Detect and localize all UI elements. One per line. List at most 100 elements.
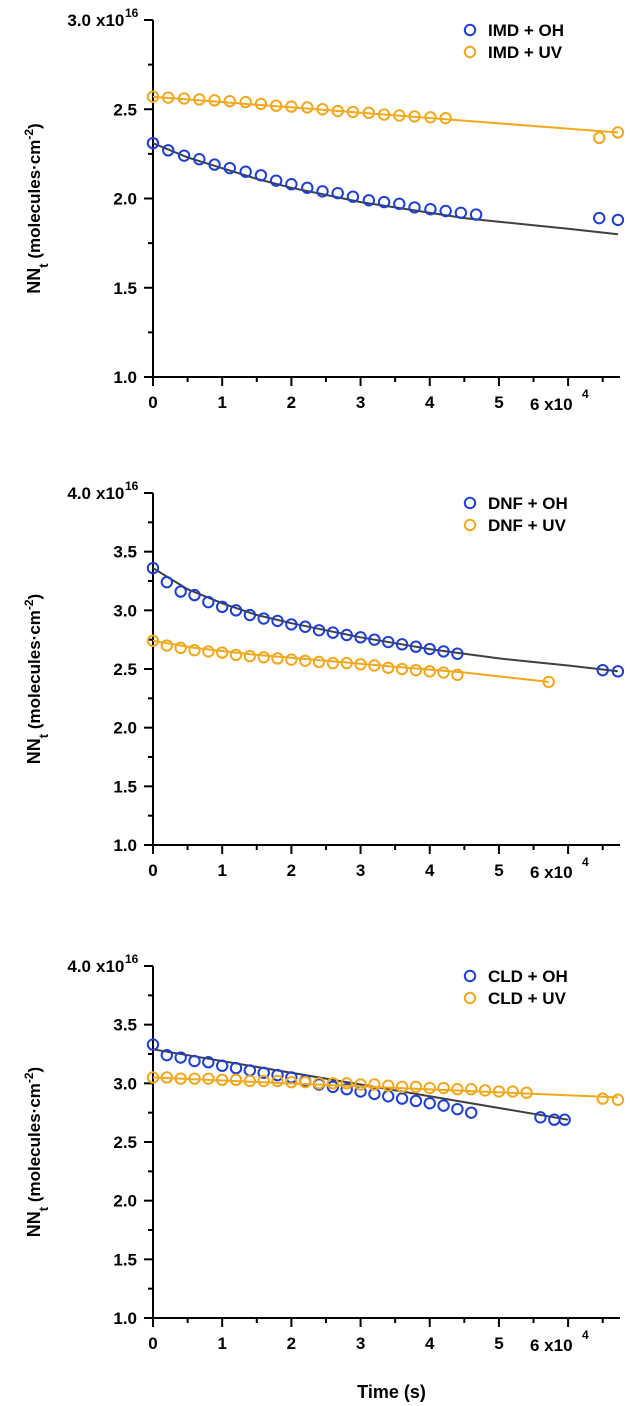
- legend-label: IMD + UV: [488, 43, 563, 62]
- data-point: [215, 1059, 229, 1072]
- data-point: [174, 1051, 187, 1064]
- data-point: [243, 1064, 257, 1077]
- data-point: [239, 95, 252, 109]
- y-axis-title-part: (molecules·cm: [25, 1083, 44, 1207]
- data-point: [229, 648, 243, 662]
- x-tick-label: 2: [287, 393, 296, 412]
- y-tick-label: 1.5: [113, 1250, 137, 1269]
- data-point: [409, 1080, 423, 1094]
- legend-marker: [463, 23, 477, 37]
- data-point: [271, 652, 284, 665]
- data-point: [202, 595, 215, 609]
- data-point: [362, 106, 376, 120]
- y-axis-title: NNt (molecules·cm-2): [22, 594, 51, 764]
- y-multiplier: x10: [96, 957, 124, 976]
- data-point: [162, 144, 175, 157]
- legend-marker: [463, 496, 477, 510]
- data-point: [301, 101, 314, 114]
- data-point: [409, 640, 423, 653]
- data-point: [326, 1080, 340, 1094]
- data-point: [439, 111, 452, 125]
- data-point: [229, 604, 243, 617]
- y-axis-title-part: ): [25, 123, 44, 129]
- data-point: [354, 1078, 367, 1091]
- data-point: [146, 1038, 160, 1051]
- y-axis-title-part: t: [36, 263, 51, 268]
- data-point: [423, 642, 436, 656]
- data-point: [312, 1077, 326, 1090]
- data-point: [409, 1094, 423, 1108]
- data-point: [382, 1079, 395, 1092]
- data-point: [611, 665, 625, 678]
- data-point: [223, 161, 236, 175]
- x-multiplier-exponent: 4: [582, 1328, 589, 1342]
- data-point: [239, 165, 252, 178]
- y-axis-title-part: -2: [22, 599, 36, 610]
- data-point: [558, 1113, 571, 1126]
- data-point: [208, 94, 221, 107]
- legend-label: DNF + UV: [488, 516, 567, 535]
- data-point: [254, 97, 268, 111]
- data-point: [188, 588, 201, 602]
- x-tick-label: 2: [287, 1334, 296, 1353]
- x-tick-label: 1: [217, 1334, 226, 1353]
- data-point: [451, 668, 464, 682]
- x-tick-label: 4: [425, 393, 435, 412]
- y-tick-label: 2.0: [113, 719, 137, 738]
- data-point: [257, 1066, 270, 1079]
- x-tick-label: 0: [148, 1334, 157, 1353]
- x-multiplier: 6 x10: [530, 863, 573, 882]
- y-tick-label: 1.0: [113, 368, 137, 387]
- data-point: [506, 1085, 519, 1098]
- data-point: [368, 1078, 381, 1091]
- data-point: [285, 100, 298, 113]
- data-point: [542, 675, 555, 689]
- data-point: [160, 1071, 174, 1084]
- y-axis-title-part: NN: [24, 268, 44, 294]
- data-point: [395, 1080, 409, 1094]
- data-point: [208, 158, 221, 171]
- data-point: [188, 1072, 201, 1085]
- fit-line-1: [152, 567, 619, 673]
- y-axis-title-part: (molecules·cm: [25, 610, 44, 734]
- data-point: [423, 1081, 436, 1095]
- y-multiplier-exponent: 16: [125, 6, 139, 20]
- x-multiplier-exponent: 4: [582, 387, 589, 401]
- data-point: [465, 1083, 478, 1096]
- data-point: [285, 618, 298, 631]
- data-point: [439, 204, 452, 218]
- data-point: [188, 1054, 201, 1068]
- data-point: [202, 645, 215, 658]
- data-point: [177, 149, 191, 162]
- legend-label: CLD + UV: [488, 989, 567, 1008]
- data-point: [160, 1048, 174, 1062]
- chart-panel-1: 1.0 1.5 2.0 2.5 3.0 x10 16 0 1 2 3 4 5 6 x10 4 NNt (mol…: [22, 6, 625, 414]
- data-point: [146, 634, 160, 648]
- data-point: [229, 1061, 243, 1075]
- data-point: [299, 620, 312, 633]
- data-point: [437, 1081, 450, 1095]
- legend-label: CLD + OH: [488, 967, 568, 986]
- data-point: [326, 626, 340, 639]
- y-tick-label: 1.0: [113, 1309, 137, 1328]
- y-tick-label: 4.0: [67, 484, 91, 503]
- data-point: [271, 1068, 284, 1082]
- y-tick-label: 2.5: [113, 100, 137, 119]
- data-point: [174, 641, 187, 655]
- data-point: [202, 1072, 215, 1085]
- legend-marker: [463, 991, 477, 1005]
- x-tick-label: 3: [356, 861, 365, 880]
- y-tick-label: 1.5: [113, 777, 137, 796]
- data-point: [146, 561, 160, 575]
- data-point: [254, 169, 268, 182]
- data-point: [285, 1075, 298, 1089]
- y-axis-title-part: NN: [24, 738, 44, 764]
- x-tick-label: 4: [425, 861, 435, 880]
- data-point: [354, 658, 367, 671]
- x-tick-label: 5: [494, 1334, 503, 1353]
- data-point: [492, 1085, 506, 1098]
- y-axis-title-part: ): [25, 1067, 44, 1073]
- data-point: [188, 644, 201, 657]
- y-multiplier: x10: [96, 11, 124, 30]
- data-point: [243, 649, 257, 663]
